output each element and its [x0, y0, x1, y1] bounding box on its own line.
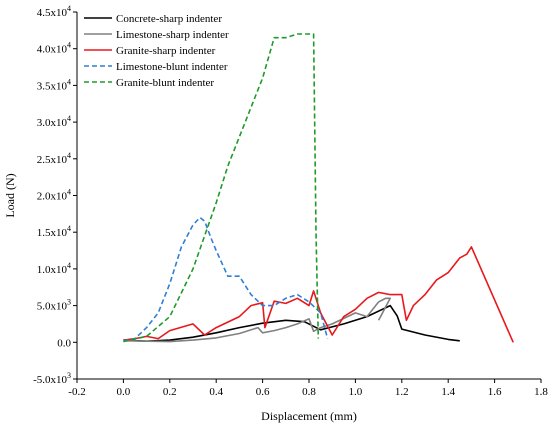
x-axis-title: Displacement (mm) [261, 409, 357, 423]
y-tick-label: 2.0x104 [37, 188, 71, 203]
x-tick-label: 0.4 [209, 386, 223, 398]
x-tick-label: 0.8 [302, 386, 316, 398]
legend: Concrete-sharp indenter Limestone-sharp i… [84, 13, 229, 89]
y-tick-label: 1.5x104 [37, 224, 71, 239]
legend-label: Granite-blunt indenter [116, 77, 214, 89]
ticks: -0.2 0.0 0.2 0.4 0.6 0.8 1.0 1.2 1.4 1.6 1.8 -5.0x1… [33, 4, 548, 398]
y-tick-label: 5.0x103 [37, 298, 71, 313]
x-tick-label: 1.8 [534, 386, 548, 398]
y-axis-title: Load (N) [3, 173, 17, 217]
x-tick-label: 0.6 [256, 386, 270, 398]
x-tick-label: 1.0 [349, 386, 363, 398]
y-tick-label: -5.0x103 [33, 371, 71, 386]
x-tick-label: -0.2 [68, 386, 85, 398]
series-line-5 [123, 33, 320, 343]
series-line-2 [123, 297, 392, 343]
series-lines [123, 33, 514, 343]
y-tick-label: 0.0 [57, 337, 71, 349]
x-tick-label: 1.6 [488, 386, 502, 398]
legend-label: Limestone-blunt indenter [116, 61, 228, 73]
legend-label: Granite-sharp indenter [116, 45, 216, 57]
y-tick-label: 2.5x104 [37, 151, 71, 166]
series-line-1 [123, 304, 460, 343]
y-tick-label: 3.0x104 [37, 114, 71, 129]
x-tick-label: 0.0 [117, 386, 131, 398]
legend-label: Limestone-sharp indenter [116, 29, 229, 41]
y-tick-label: 4.0x104 [37, 41, 71, 56]
x-tick-label: 1.4 [441, 386, 455, 398]
y-tick-label: 1.0x104 [37, 261, 71, 276]
y-tick-label: 3.5x104 [37, 77, 71, 92]
series-line-4 [123, 216, 329, 342]
y-tick-label: 4.5x104 [37, 4, 71, 19]
x-tick-label: 0.2 [163, 386, 177, 398]
legend-label: Concrete-sharp indenter [116, 13, 222, 25]
x-tick-label: 1.2 [395, 386, 409, 398]
